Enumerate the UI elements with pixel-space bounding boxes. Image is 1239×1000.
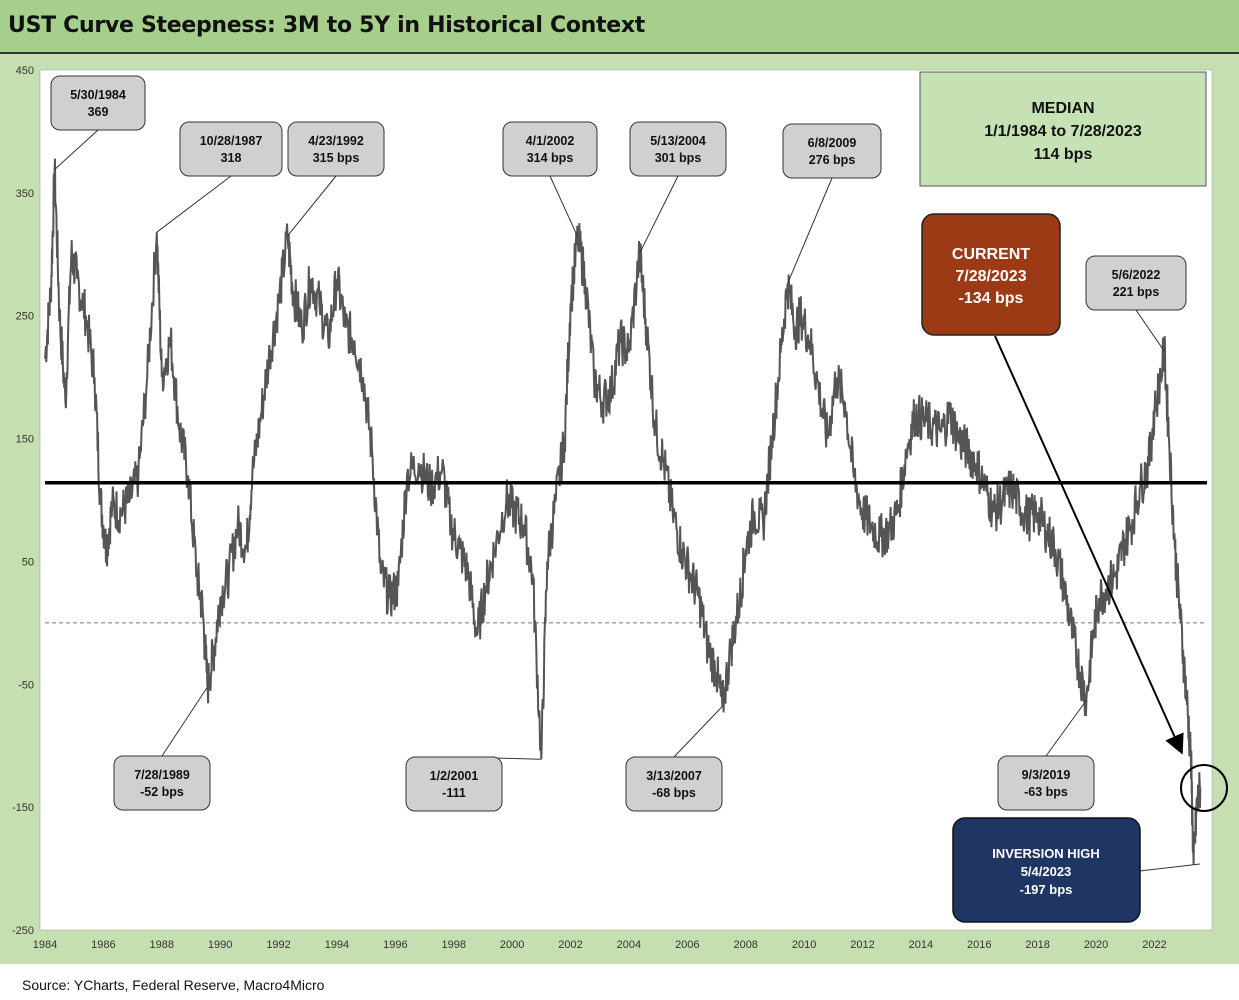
x-tick-label: 2014 bbox=[909, 939, 933, 951]
callout-leader bbox=[161, 686, 209, 757]
callout-box bbox=[113, 755, 211, 811]
chart-title: UST Curve Steepness: 3M to 5Y in Histori… bbox=[8, 13, 645, 38]
x-tick-label: 1986 bbox=[91, 939, 115, 951]
inversion-box-line3: -197 bps bbox=[1020, 882, 1073, 897]
callout-value: -63 bps bbox=[1024, 785, 1068, 799]
inversion-box: INVERSION HIGH 5/4/2023 -197 bps bbox=[952, 817, 1201, 923]
x-tick-label: 2012 bbox=[850, 939, 874, 951]
y-tick-label: -150 bbox=[12, 802, 34, 814]
callout-value: 314 bps bbox=[527, 151, 574, 165]
callout-leader bbox=[1135, 309, 1165, 352]
x-tick-label: 1998 bbox=[442, 939, 466, 951]
callout-box bbox=[287, 121, 385, 177]
y-tick-label: -50 bbox=[18, 679, 34, 691]
callouts: 5/30/1984 369 10/28/1987 318 4/23/1992 315 bp… bbox=[50, 75, 1187, 812]
y-tick-label: 50 bbox=[22, 556, 34, 568]
callout-box bbox=[629, 121, 727, 177]
callout-value: -52 bps bbox=[140, 785, 184, 799]
median-box-line3: 114 bps bbox=[1034, 146, 1093, 163]
x-tick-label: 2000 bbox=[500, 939, 524, 951]
x-axis: 1984 1986 1988 1990 1992 1994 1996 1998 2000 2002… bbox=[33, 939, 1167, 951]
callout-leader bbox=[287, 175, 337, 237]
title-bar: UST Curve Steepness: 3M to 5Y in Histori… bbox=[0, 0, 1239, 54]
median-box-line2: 1/1/1984 to 7/28/2023 bbox=[984, 123, 1142, 140]
callout-date: 3/13/2007 bbox=[646, 769, 702, 783]
callout-box bbox=[405, 756, 503, 812]
callout-box bbox=[625, 756, 723, 812]
x-tick-label: 2020 bbox=[1084, 939, 1108, 951]
callout-box bbox=[502, 121, 598, 177]
median-box: MEDIAN 1/1/1984 to 7/28/2023 114 bps bbox=[919, 71, 1207, 187]
source-note: Source: YCharts, Federal Reserve, Macro4… bbox=[22, 977, 325, 993]
callout-date: 6/8/2009 bbox=[808, 136, 857, 150]
x-tick-label: 2010 bbox=[792, 939, 816, 951]
callout-date: 9/3/2019 bbox=[1022, 768, 1071, 782]
x-tick-label: 1996 bbox=[383, 939, 407, 951]
callout-date: 7/28/1989 bbox=[134, 768, 190, 782]
callout-date: 5/30/1984 bbox=[70, 88, 126, 102]
x-tick-label: 2008 bbox=[733, 939, 757, 951]
y-axis: 450 350 250 150 50 -50 -150 -250 bbox=[12, 65, 34, 937]
inversion-box-line1: INVERSION HIGH bbox=[992, 846, 1100, 861]
current-circle bbox=[1180, 764, 1228, 812]
callout-date: 1/2/2001 bbox=[430, 769, 479, 783]
x-tick-label: 2022 bbox=[1142, 939, 1166, 951]
callout-leader bbox=[156, 175, 232, 233]
x-tick-label: 2004 bbox=[617, 939, 641, 951]
x-tick-label: 2018 bbox=[1025, 939, 1049, 951]
callout-box bbox=[782, 123, 882, 179]
callout-date: 4/23/1992 bbox=[308, 134, 364, 148]
callout-date: 5/6/2022 bbox=[1112, 268, 1161, 282]
callout-leader bbox=[786, 177, 833, 284]
x-tick-label: 1990 bbox=[208, 939, 232, 951]
callout-date: 10/28/1987 bbox=[200, 134, 263, 148]
current-box-line1: CURRENT bbox=[952, 246, 1030, 263]
callout-value: -68 bps bbox=[652, 786, 696, 800]
y-tick-label: 350 bbox=[16, 188, 34, 200]
callout-leader bbox=[673, 706, 723, 758]
x-tick-label: 1988 bbox=[150, 939, 174, 951]
median-box-line1: MEDIAN bbox=[1031, 100, 1094, 117]
current-arrow bbox=[994, 335, 1184, 755]
chart-area: 450 350 250 150 50 -50 -150 -250 1984 1986 1988 19… bbox=[0, 54, 1239, 964]
current-box-line2: 7/28/2023 bbox=[955, 268, 1026, 285]
y-tick-label: -250 bbox=[12, 925, 34, 937]
callout-value: 369 bbox=[88, 105, 109, 119]
series-line bbox=[44, 158, 1202, 865]
current-box-line3: -134 bps bbox=[959, 290, 1024, 307]
callout-leader bbox=[549, 175, 579, 238]
x-tick-label: 2016 bbox=[967, 939, 991, 951]
current-box: CURRENT 7/28/2023 -134 bps bbox=[921, 213, 1061, 336]
callout-box bbox=[50, 75, 146, 131]
callout-box bbox=[997, 755, 1095, 811]
callout-leader bbox=[54, 129, 99, 170]
callout-value: 301 bps bbox=[655, 151, 702, 165]
callout-value: 318 bbox=[221, 151, 242, 165]
callout-value: -111 bbox=[442, 786, 466, 800]
callout-value: 315 bps bbox=[313, 151, 360, 165]
x-tick-label: 1992 bbox=[266, 939, 290, 951]
callout-value: 221 bps bbox=[1113, 285, 1160, 299]
source-bar bbox=[0, 964, 1239, 1000]
x-tick-label: 2006 bbox=[675, 939, 699, 951]
callout-box bbox=[179, 121, 283, 177]
callout-leader bbox=[1045, 699, 1087, 757]
inversion-box-line2: 5/4/2023 bbox=[1021, 864, 1072, 879]
x-tick-label: 1984 bbox=[33, 939, 57, 951]
y-tick-label: 450 bbox=[16, 65, 34, 77]
callout-date: 4/1/2002 bbox=[526, 134, 575, 148]
y-tick-label: 250 bbox=[16, 311, 34, 323]
y-tick-label: 150 bbox=[16, 434, 34, 446]
callout-box bbox=[1085, 255, 1187, 311]
callout-date: 5/13/2004 bbox=[650, 134, 706, 148]
x-tick-label: 1994 bbox=[325, 939, 349, 951]
callout-value: 276 bps bbox=[809, 153, 856, 167]
callout-leader bbox=[639, 175, 679, 254]
x-tick-label: 2002 bbox=[558, 939, 582, 951]
